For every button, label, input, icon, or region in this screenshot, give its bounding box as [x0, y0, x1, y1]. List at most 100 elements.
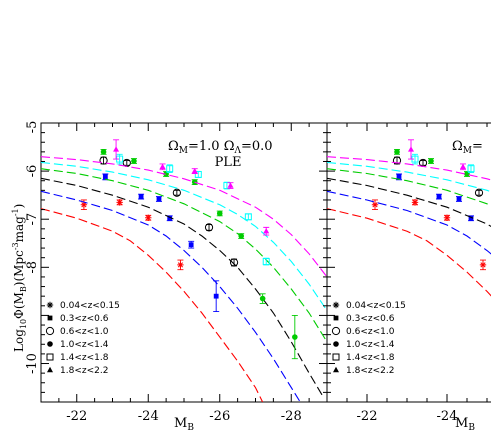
left-data-point-4-2: [194, 170, 202, 178]
right-legend-marker-3: [333, 341, 339, 347]
right-legend-marker-0: [332, 301, 340, 309]
left-legend-label-5: 1.8<z<2.2: [60, 366, 108, 376]
left-y-tick-label-top: -5: [25, 121, 40, 134]
left-data-point-4-5: [262, 258, 270, 266]
left-data-point-1-2: [156, 196, 162, 202]
right-legend-entry-2: 0.6<z<1.0: [331, 326, 395, 337]
right-legend: 0.04<z<0.15 0.3<z<0.6 0.6<z<1.0 1.0<z<1.4 1.…: [331, 301, 406, 376]
right-legend-entry-4: 1.4<z<1.8: [332, 353, 395, 363]
left-series-0: [41, 199, 264, 402]
left-x-tick-label-2: -26: [209, 409, 230, 424]
left-model-curve-0: [41, 208, 264, 402]
right-series-4: [327, 153, 491, 193]
left-series-1: [41, 173, 301, 402]
right-error-bar-2-1: [420, 160, 426, 166]
left-legend-marker-5: [47, 366, 53, 373]
right-x-axis-label: MB: [455, 416, 475, 433]
left-panel: -22 -24 -26 -28 -6 -7 -8 -10 -5 ΩM=1.0 ΩΛ=0.0 PL…: [11, 121, 328, 433]
left-series-2: [41, 156, 324, 398]
left-data-point-5-4: [263, 228, 270, 234]
right-data-point-0-3: [479, 261, 487, 269]
left-data-point-1-1: [138, 194, 144, 199]
right-legend-label-1: 0.3<z<0.6: [346, 314, 395, 324]
left-data-point-5-1: [159, 163, 166, 169]
left-data-point-0-1: [116, 199, 123, 206]
left-legend: 0.04<z<0.15 0.3<z<0.6 0.6<z<1.0 1.0<z<1.4 1.…: [45, 301, 120, 376]
right-data-point-0-2: [443, 214, 451, 221]
right-data-point-1-3: [468, 215, 474, 221]
left-x-tick-label-1: -24: [138, 409, 159, 424]
right-legend-marker-5: [333, 366, 339, 373]
left-legend-marker-1: [47, 315, 53, 321]
right-error-bar-2-2: [476, 189, 482, 196]
right-legend-entry-0: 0.04<z<0.15: [332, 301, 406, 311]
right-x-tick-label-1: -24: [437, 409, 458, 424]
left-data-point-3-7: [292, 334, 298, 340]
right-legend-marker-2: [331, 326, 341, 336]
right-legend-label-4: 1.4<z<1.8: [346, 353, 395, 363]
left-legend-entry-2: 0.6<z<1.0: [45, 326, 109, 337]
left-data-point-4-4: [244, 213, 252, 221]
left-data-point-1-0: [102, 174, 108, 180]
right-data-point-3-1: [428, 158, 434, 164]
right-data-point-2-2: [474, 188, 484, 197]
left-data-point-4-1: [166, 165, 174, 173]
left-legend-entry-4: 1.4<z<1.8: [46, 353, 109, 363]
left-model-curve-3: [41, 168, 327, 343]
left-legend-label-0: 0.04<z<0.15: [60, 301, 120, 311]
left-error-bar-4-4: [245, 213, 252, 221]
left-data-point-2-4: [229, 258, 239, 267]
left-error-bar-2-1: [123, 160, 130, 166]
right-x-tick-label-0: -22: [357, 409, 378, 424]
right-model-curve-5: [327, 156, 491, 181]
left-y-tick-label-0: -6: [25, 165, 40, 178]
left-series-5: [41, 139, 327, 278]
right-series-2: [327, 156, 491, 228]
left-error-bar-2-3: [206, 224, 213, 231]
right-data-point-1-2: [456, 196, 462, 202]
right-data-point-4-1: [467, 165, 475, 173]
left-legend-marker-2: [45, 326, 55, 336]
right-legend-marker-4: [332, 353, 340, 361]
right-series-3: [327, 149, 491, 207]
right-legend-label-0: 0.04<z<0.15: [346, 301, 406, 311]
left-series-3: [41, 149, 327, 360]
left-data-point-3-4: [216, 210, 223, 217]
left-data-point-2-0: [99, 156, 108, 165]
left-legend-marker-3: [47, 341, 53, 347]
left-legend-label-1: 0.3<z<0.6: [60, 314, 109, 324]
left-y-tick-label-3: -10: [25, 353, 40, 374]
left-error-bar-2-2: [173, 189, 180, 196]
right-panel: -22 -24 ΩM= 0.04<z<0.15 0.3<z<0.6 0.6<z<1.0…: [326, 122, 491, 433]
right-series-0: [327, 199, 491, 297]
right-data-point-3-0: [394, 149, 400, 155]
left-legend-label-3: 1.0<z<1.4: [60, 340, 109, 350]
right-legend-label-2: 0.6<z<1.0: [346, 327, 395, 337]
left-data-point-2-2: [172, 188, 181, 197]
right-legend-entry-1: 0.3<z<0.6: [333, 314, 395, 324]
right-model-curve-4: [327, 161, 491, 193]
right-data-point-5-0: [408, 146, 414, 152]
left-legend-label-2: 0.6<z<1.0: [60, 327, 109, 337]
right-data-point-2-0: [392, 156, 402, 165]
left-data-point-3-1: [131, 158, 137, 164]
left-y-tick-label-1: -7: [25, 213, 40, 226]
right-legend-label-5: 1.8<z<2.2: [346, 366, 394, 376]
left-data-point-2-3: [204, 223, 214, 232]
left-legend-entry-5: 1.8<z<2.2: [47, 366, 108, 376]
left-legend-label-4: 1.4<z<1.8: [60, 353, 109, 363]
right-model-curve-2: [327, 177, 491, 228]
right-legend-entry-3: 1.0<z<1.4: [333, 340, 395, 350]
left-series-4: [41, 153, 327, 311]
left-annotation-model: PLE: [215, 155, 242, 170]
left-model-curve-2: [41, 177, 324, 398]
left-data-point-0-0: [80, 201, 88, 208]
right-legend-entry-5: 1.8<z<2.2: [333, 366, 394, 376]
left-x-axis-label: MB: [174, 416, 194, 433]
left-data-point-1-4: [188, 242, 194, 248]
left-data-point-1-5: [213, 293, 219, 299]
left-data-point-3-6: [259, 295, 266, 302]
left-x-tick-label-3: -28: [281, 409, 302, 424]
right-legend-label-3: 1.0<z<1.4: [346, 340, 395, 350]
